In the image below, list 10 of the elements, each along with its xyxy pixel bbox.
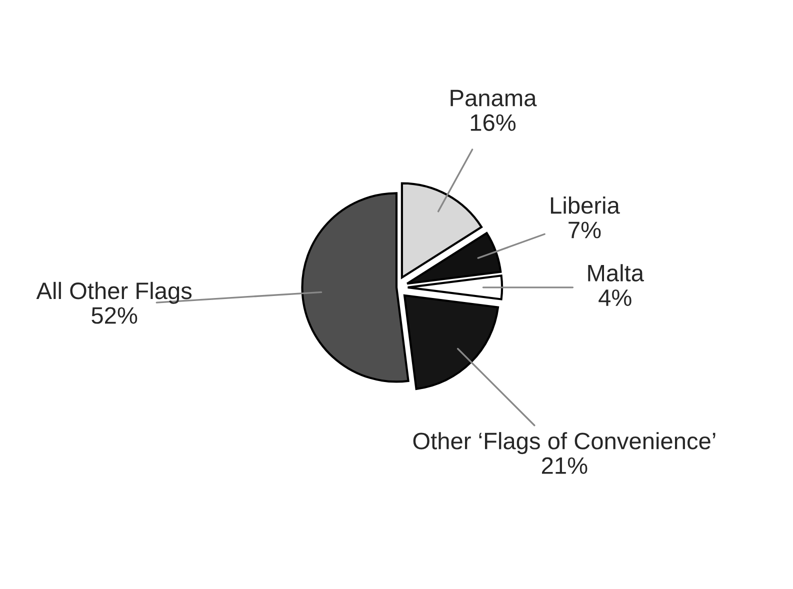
data-label: 52% — [92, 307, 138, 324]
data-label: 21% — [542, 457, 588, 474]
data-label: 4% — [598, 289, 632, 306]
data-label: 7% — [568, 222, 601, 238]
data-label: 16% — [470, 114, 516, 131]
slice-label: Other ‘Flags of Convenience’ — [413, 432, 716, 454]
slice-label: All Other Flags — [36, 282, 192, 304]
slice-label: Liberia — [550, 196, 620, 214]
slice-label: Malta — [588, 264, 644, 282]
slice-label: Panama — [450, 90, 537, 106]
